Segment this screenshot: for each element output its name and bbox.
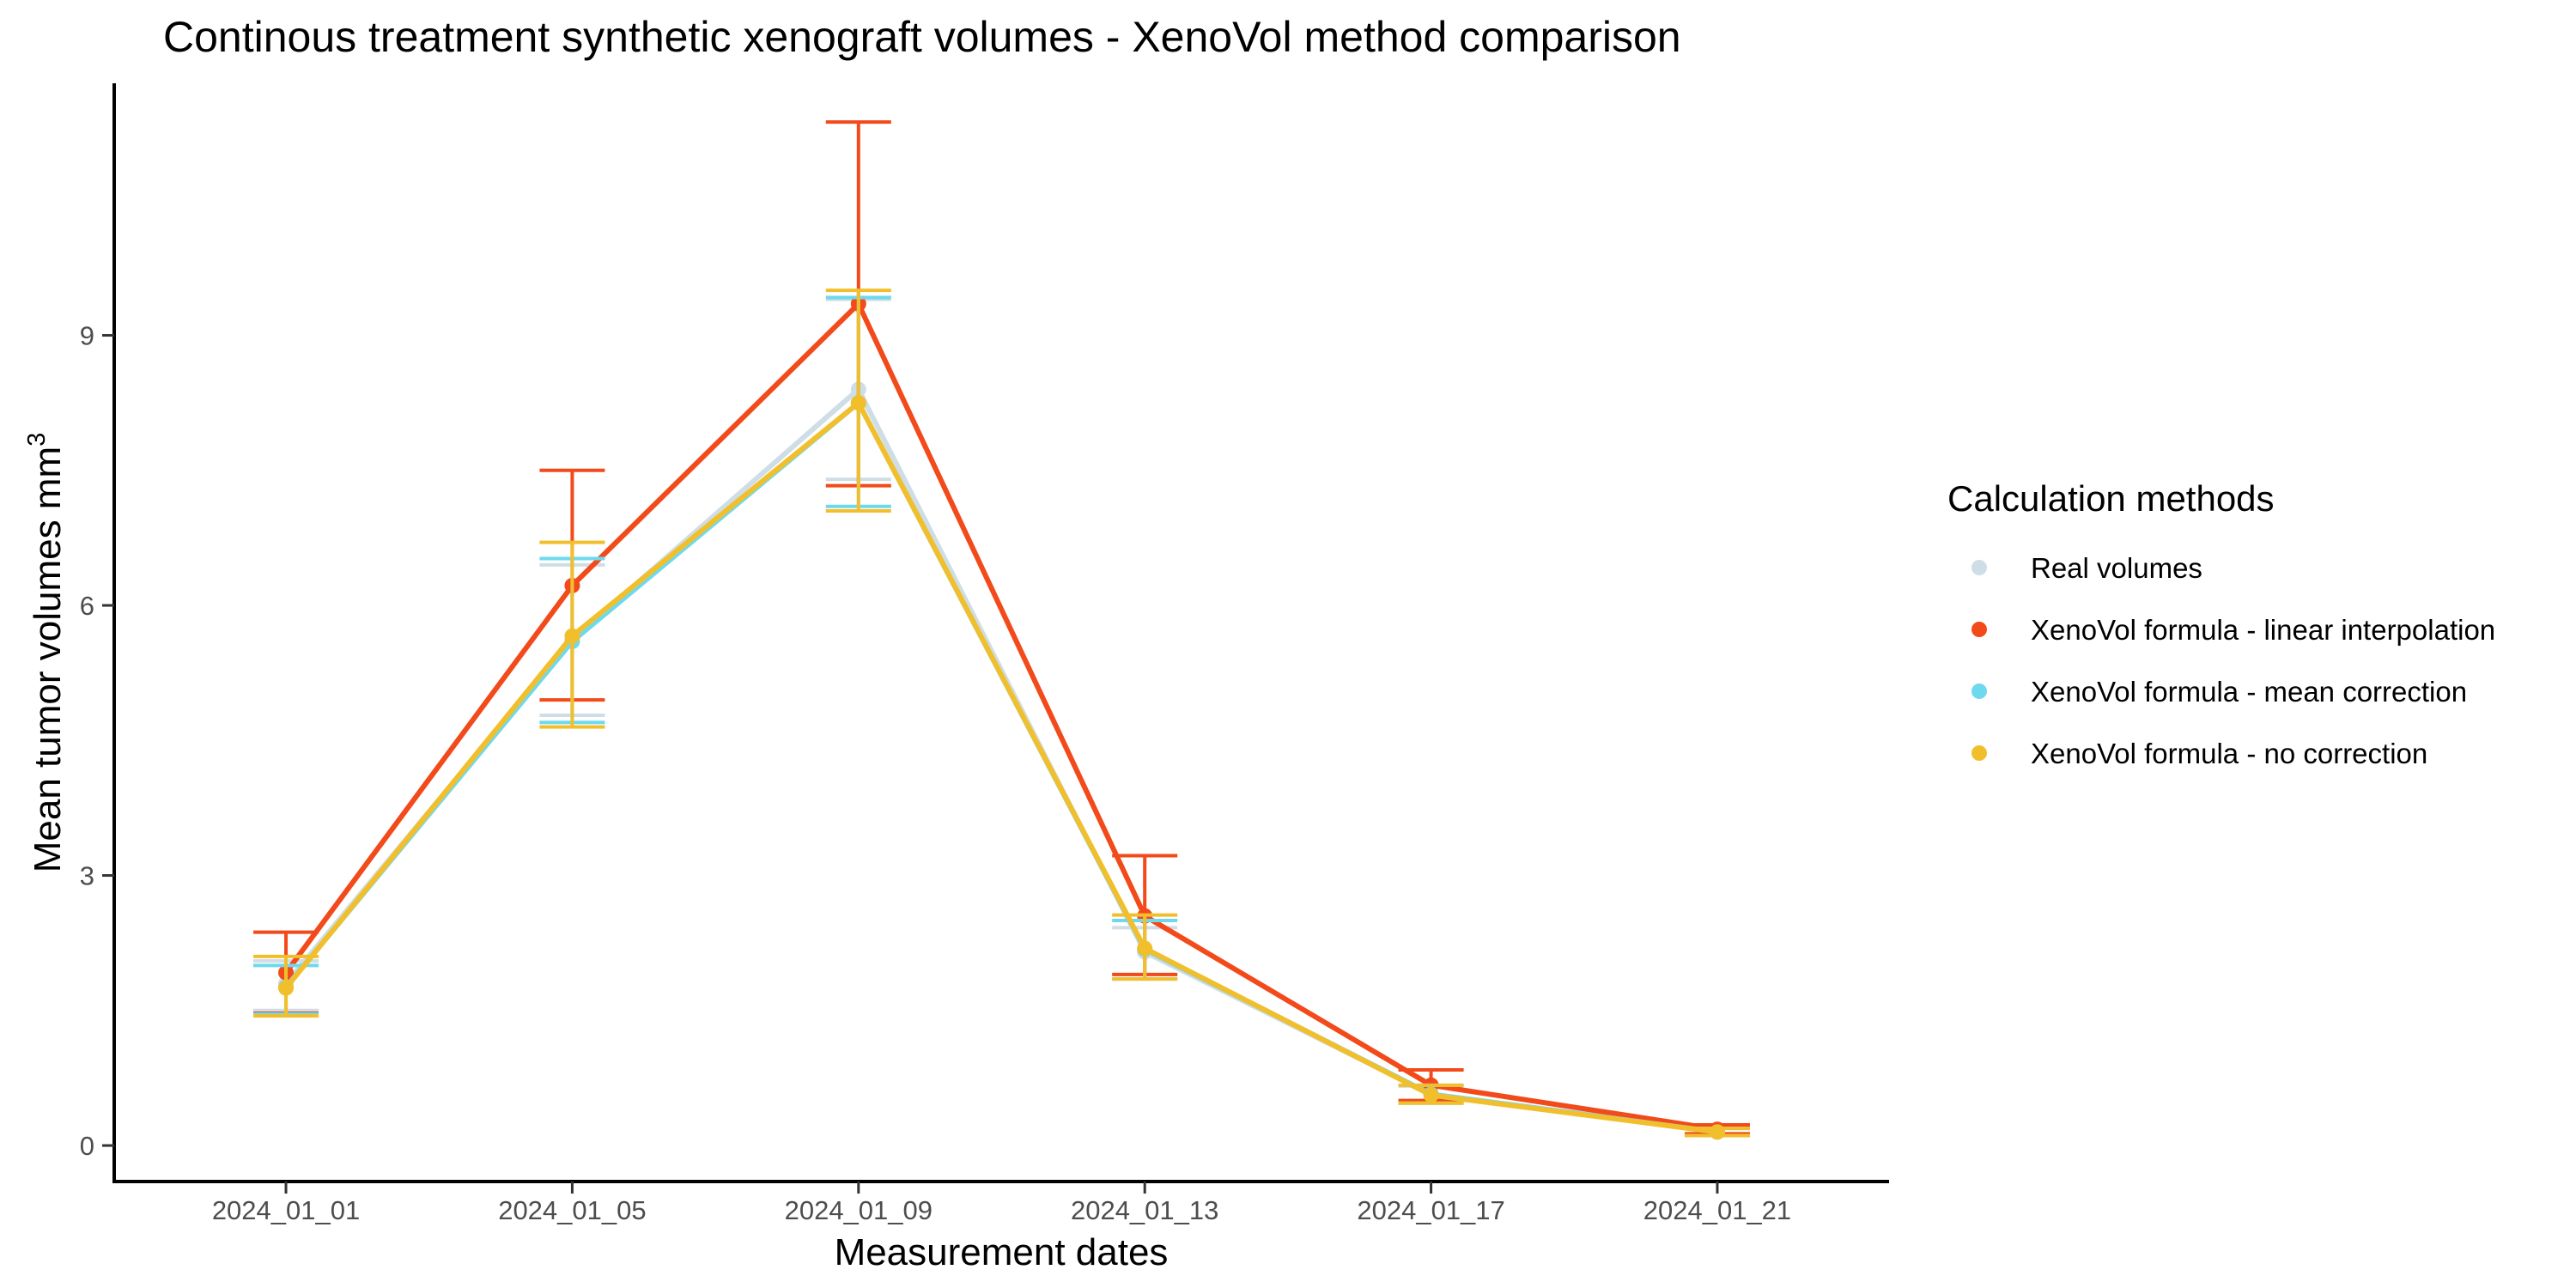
series-line [283, 301, 1718, 1133]
legend-label: XenoVol formula - no correction [2031, 738, 2427, 769]
x-axis-title: Measurement dates [835, 1231, 1169, 1273]
x-tick-label: 2024_01_09 [785, 1195, 933, 1225]
legend-item: XenoVol formula - linear interpolation [1971, 614, 2495, 646]
legend-key [1971, 683, 1987, 699]
x-tick-label: 2024_01_21 [1643, 1195, 1791, 1225]
x-tick-label: 2024_01_13 [1071, 1195, 1218, 1225]
data-point [1137, 940, 1153, 957]
x-axis-ticks: 2024_01_01 2024_01_05 2024_01_09 2024_01_13… [212, 1182, 1791, 1225]
series-line [283, 386, 1718, 1134]
data-point [850, 395, 866, 411]
y-axis-title-text: Mean tumor volumes mm [27, 447, 69, 872]
legend-key [1971, 622, 1987, 637]
legend-items: Real volumes XenoVol formula - linear int… [1971, 552, 2495, 769]
y-axis-title-superscript: 3 [23, 433, 51, 447]
x-tick-label: 2024_01_05 [498, 1195, 646, 1225]
legend-item: XenoVol formula - no correction [1971, 738, 2427, 769]
y-tick-label: 3 [80, 861, 94, 891]
legend-key [1971, 745, 1987, 761]
legend-label: XenoVol formula - mean correction [2031, 676, 2467, 708]
x-tick-label: 2024_01_17 [1357, 1195, 1504, 1225]
legend-item: XenoVol formula - mean correction [1971, 676, 2467, 708]
legend: Calculation methods Real volumes XenoVol … [1947, 478, 2495, 769]
y-tick-label: 6 [80, 591, 94, 621]
series-line [283, 400, 1718, 1135]
y-axis-ticks: 0 3 6 9 [80, 321, 114, 1161]
y-axis-title: Mean tumor volumes mm3 [23, 433, 69, 873]
legend-item: Real volumes [1971, 552, 2202, 584]
legend-label: Real volumes [2031, 552, 2202, 584]
legend-label: XenoVol formula - linear interpolation [2031, 614, 2495, 646]
data-marks [253, 120, 1750, 1140]
y-tick-label: 0 [80, 1131, 94, 1161]
y-tick-label: 9 [80, 321, 94, 351]
data-point [1709, 1124, 1725, 1140]
series-group [253, 289, 1750, 1140]
data-point [278, 980, 295, 996]
chart-title: Continous treatment synthetic xenograft … [163, 13, 1681, 61]
series-line [283, 400, 1718, 1135]
series-group [253, 295, 1750, 1140]
data-point [564, 628, 580, 644]
data-point [1423, 1087, 1439, 1103]
x-tick-label: 2024_01_01 [212, 1195, 360, 1225]
legend-key [1971, 560, 1987, 575]
series-group [253, 120, 1750, 1138]
legend-title: Calculation methods [1947, 478, 2275, 519]
series-group [253, 297, 1750, 1139]
